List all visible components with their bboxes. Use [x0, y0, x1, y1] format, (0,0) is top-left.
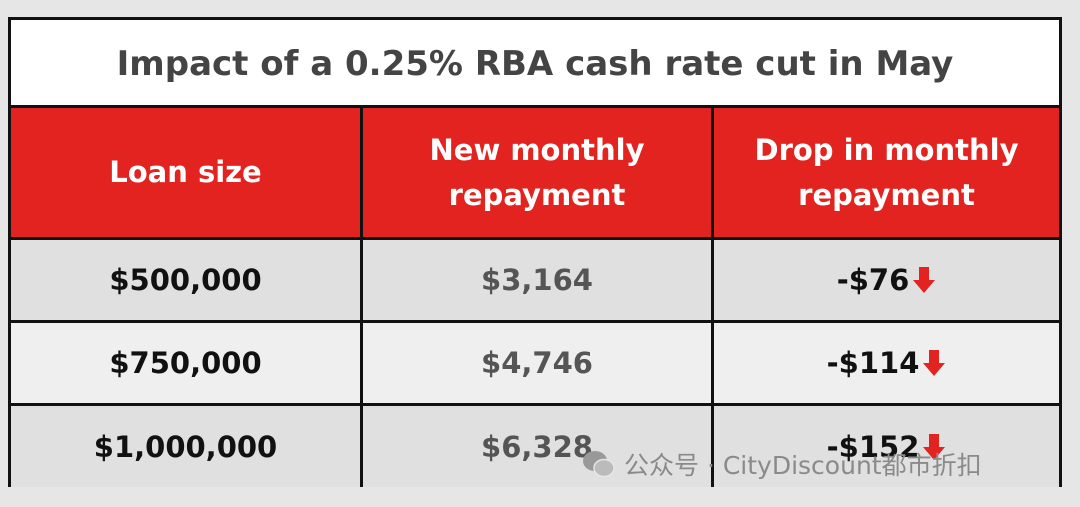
table-cell: $750,000	[11, 320, 360, 403]
cell-text: $750,000	[109, 346, 262, 380]
cell-text: -$152	[826, 429, 920, 464]
cell-text: -$114	[826, 346, 920, 380]
table-cell: -$152	[711, 403, 1059, 487]
table-cell: New monthly repayment	[360, 105, 711, 237]
table-cell: $3,164	[360, 237, 711, 320]
down-arrow	[923, 350, 946, 376]
cell-text: New monthly repayment	[429, 132, 645, 212]
table-cell: $500,000	[11, 237, 360, 320]
down-arrow	[923, 433, 946, 460]
table-cell: $4,746	[360, 320, 711, 403]
cell-text: $500,000	[109, 263, 262, 297]
wechat-icon	[583, 451, 615, 478]
cell-text: $3,164	[481, 263, 593, 297]
table-cell: Drop in monthly repayment	[711, 105, 1059, 237]
down-arrow	[913, 267, 936, 293]
table-cell: $1,000,000	[11, 403, 360, 487]
cell-text: $1,000,000	[93, 429, 278, 464]
watermark: 公众号 · CityDiscount都市折扣	[582, 446, 982, 482]
table-frame: Impact of a 0.25% RBA cash rate cut in M…	[8, 17, 1062, 487]
cell-text: $4,746	[481, 346, 593, 380]
cell-text: Drop in monthly repayment	[754, 132, 1019, 212]
table-cell: $6,328	[360, 403, 711, 487]
cell-text: $6,328	[481, 429, 593, 464]
table-cell: -$114	[711, 320, 1059, 403]
table-cell: -$76	[711, 237, 1059, 320]
table-cell: Loan size	[11, 105, 360, 237]
cell-text: -$76	[836, 263, 910, 297]
watermark-text: 公众号 · CityDiscount都市折扣	[624, 451, 982, 480]
cell-text: Loan size	[109, 155, 262, 190]
title: Impact of a 0.25% RBA cash rate cut in M…	[116, 43, 954, 84]
